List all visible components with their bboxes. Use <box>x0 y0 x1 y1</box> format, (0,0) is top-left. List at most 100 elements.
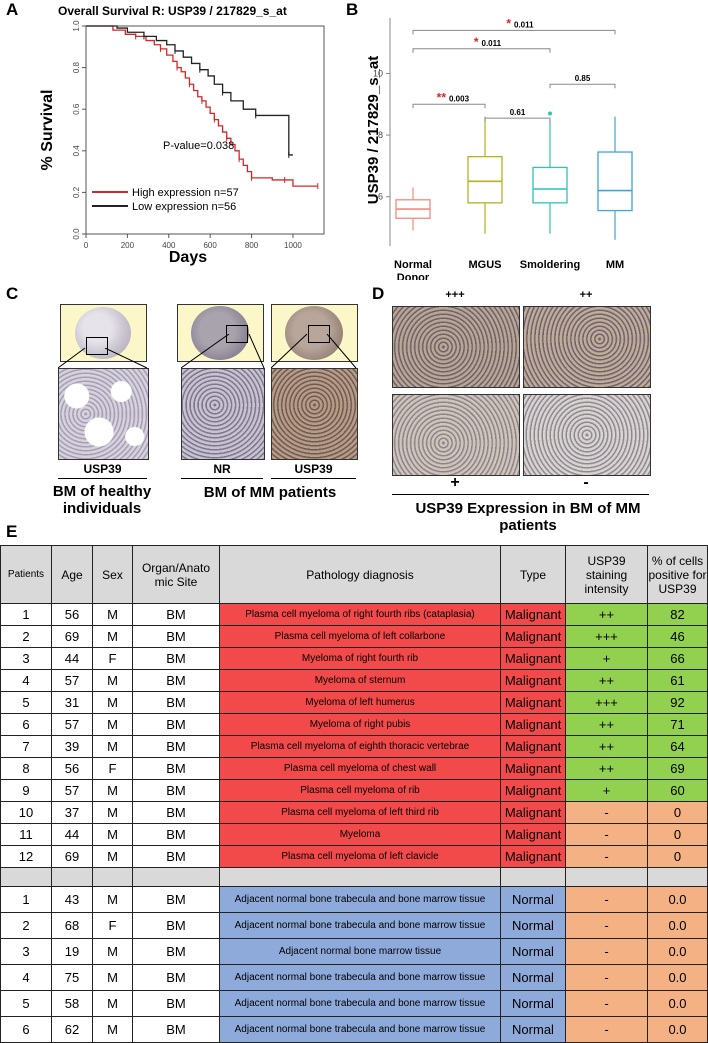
table-row: 4 57 M BM Myeloma of sternum Malignant ++ 61 <box>0 669 708 692</box>
caption-healthy-line2: individuals <box>62 500 142 517</box>
cell-diagnosis: Plasma cell myeloma of eighth thoracic v… <box>219 735 501 758</box>
cell-id: 4 <box>0 964 52 991</box>
cell-id: 8 <box>0 757 52 780</box>
table-row: 6 57 M BM Myeloma of right pubis Malignant ++ 7… <box>0 713 708 736</box>
cell-age: 19 <box>51 938 93 965</box>
cell-site: BM <box>132 603 220 626</box>
cell-percent: 69 <box>647 757 708 780</box>
cell-intensity: + <box>565 647 648 670</box>
panel-label-b: B <box>346 0 359 19</box>
cell-sex: F <box>92 757 133 780</box>
cell-percent: 0.0 <box>647 1016 708 1043</box>
zoom-mm-nr <box>181 368 265 460</box>
cell-age: 75 <box>51 964 93 991</box>
cell-age: 58 <box>51 990 93 1017</box>
cell-age: 44 <box>51 823 93 846</box>
zoom-box <box>226 325 248 343</box>
header-type: Type <box>500 545 566 604</box>
label-intensity-1: + <box>450 474 460 491</box>
box-outlier <box>548 111 552 116</box>
cell-percent: 0 <box>647 801 708 824</box>
cell-id: 1 <box>0 603 52 626</box>
cell-type: Malignant <box>500 669 566 692</box>
cell-intensity: - <box>565 964 648 991</box>
cell-site: BM <box>132 845 220 868</box>
cell-site: BM <box>132 938 220 965</box>
header-sex: Sex <box>92 545 133 604</box>
cell-id: 6 <box>0 1016 52 1043</box>
significance-stars: * <box>474 35 479 49</box>
caption-healthy-line1: BM of healthy <box>52 483 152 500</box>
header-age: Age <box>51 545 93 604</box>
cell-intensity: +++ <box>565 625 648 648</box>
cell-id: 10 <box>0 801 52 824</box>
cell-sex: F <box>92 912 133 939</box>
label-mm-usp39: USP39 <box>294 462 333 476</box>
table-row: 1 43 M BM Adjacent normal bone trabecula and… <box>0 886 708 913</box>
label-healthy-usp39: USP39 <box>83 462 122 476</box>
cell-age: 57 <box>51 779 93 802</box>
cell-percent: 61 <box>647 669 708 692</box>
boxplot-y-tick-label: 8 <box>378 130 383 140</box>
cell-type: Malignant <box>500 647 566 670</box>
survival-plot-frame <box>85 25 325 235</box>
panel-label-a: A <box>6 0 19 19</box>
header-intensity: USP39 staining intensity <box>565 545 648 604</box>
label-underline <box>392 494 649 495</box>
cell-percent: 0 <box>647 845 708 868</box>
cell-intensity: ++ <box>565 735 648 758</box>
cell-age: 31 <box>51 691 93 714</box>
survival-x-tick-label: 600 <box>203 241 217 250</box>
cell-intensity: - <box>565 938 648 965</box>
cell-sex: M <box>92 669 133 692</box>
cell-intensity: - <box>565 886 648 913</box>
box-2 <box>532 166 568 204</box>
comparison-pvalue: 0.003 <box>449 94 470 103</box>
cell-id: 3 <box>0 647 52 670</box>
cell-intensity: - <box>565 801 648 824</box>
cell-age: 43 <box>51 886 93 913</box>
panel-label-e: E <box>6 522 18 541</box>
panel-label-c: C <box>6 284 19 303</box>
table-row: 3 19 M BM Adjacent normal bone marrow tissue… <box>0 938 708 965</box>
cell-percent: 71 <box>647 713 708 736</box>
cell-type: Malignant <box>500 735 566 758</box>
table-row: 2 69 M BM Plasma cell myeloma of left collar… <box>0 625 708 648</box>
table-separator-row <box>0 867 708 887</box>
cell-intensity: - <box>565 912 648 939</box>
cell-diagnosis: Plasma cell myeloma of rib <box>219 779 501 802</box>
cell-percent: 0.0 <box>647 990 708 1017</box>
cell-age: 68 <box>51 912 93 939</box>
cell-intensity: - <box>565 1016 648 1043</box>
cell-site: BM <box>132 757 220 780</box>
cell-intensity: ++ <box>565 669 648 692</box>
table-row: 1 56 M BM Plasma cell myeloma of right fourt… <box>0 603 708 626</box>
cell-diagnosis: Adjacent normal bone trabecula and bone … <box>219 912 501 939</box>
cell-type: Normal <box>500 912 566 939</box>
cell-type: Malignant <box>500 823 566 846</box>
cell-type: Malignant <box>500 691 566 714</box>
cell-id: 4 <box>0 669 52 692</box>
tma-core-mm-nr <box>177 304 264 362</box>
survival-y-tick-label: 0.0 <box>72 228 81 240</box>
cell-diagnosis: Adjacent normal bone marrow tissue <box>219 938 501 965</box>
cell-diagnosis: Plasma cell myeloma of left clavicle <box>219 845 501 868</box>
survival-y-tick-label: 0.8 <box>72 61 81 73</box>
box-1 <box>467 155 503 204</box>
cell-sex: M <box>92 625 133 648</box>
cell-age: 57 <box>51 669 93 692</box>
cell-percent: 92 <box>647 691 708 714</box>
cell-diagnosis: Adjacent normal bone trabecula and bone … <box>219 990 501 1017</box>
cell-diagnosis: Adjacent normal bone trabecula and bone … <box>219 886 501 913</box>
cell-type: Normal <box>500 990 566 1017</box>
label-intensity-3: +++ <box>445 289 465 301</box>
survival-y-tick-label: 0.6 <box>72 103 81 115</box>
table-row: 10 37 M BM Plasma cell myeloma of left third… <box>0 801 708 824</box>
cell-id: 2 <box>0 912 52 939</box>
cell-site: BM <box>132 647 220 670</box>
caption-mm-patients: BM of MM patients <box>203 484 337 501</box>
survival-y-tick-label: 0.4 <box>72 145 81 157</box>
comparison-pvalue: 0.011 <box>482 39 502 48</box>
survival-x-tick-label: 0 <box>84 241 89 250</box>
boxplot-category-label: MM <box>606 259 624 271</box>
